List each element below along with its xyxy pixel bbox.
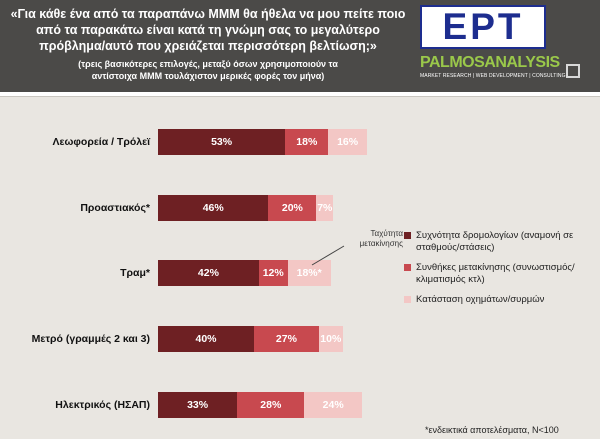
- legend-swatch: [404, 296, 411, 303]
- bar-segment: 27%: [254, 326, 319, 352]
- palmos-logo-tagline: MARKET RESEARCH | WEB DEVELOPMENT | CONS…: [420, 73, 566, 79]
- category-label: Προαστιακός*: [80, 202, 150, 214]
- bar-segment: 7%: [316, 195, 334, 221]
- ert-logo-text: ΕΡΤ: [442, 6, 524, 47]
- survey-question: «Για κάθε ένα από τα παραπάνω ΜΜΜ θα ήθε…: [10, 7, 406, 53]
- category-label: Λεωφορεία / Τρόλεϊ: [52, 136, 150, 148]
- category-label: Μετρό (γραμμές 2 και 3): [31, 333, 150, 345]
- bar-segment: 42%: [158, 260, 259, 286]
- bar-segment: 20%: [268, 195, 317, 221]
- legend-label: Συχνότητα δρομολογίων (αναμονή σε σταθμο…: [416, 230, 574, 253]
- bar-segment: 12%: [258, 260, 288, 286]
- bar-segment: 16%: [328, 129, 367, 155]
- bar-segment: 10%: [318, 326, 343, 352]
- legend-item: Συχνότητα δρομολογίων (αναμονή σε σταθμο…: [404, 230, 600, 254]
- footnote: *ενδεικτικά αποτελέσματα, N<100: [425, 425, 559, 435]
- bar-segment: 24%: [304, 392, 362, 418]
- survey-subtitle: (τρεις βασικότερες επιλογές, μεταξύ όσων…: [78, 59, 338, 81]
- legend-item: Κατάσταση οχημάτων/συρμών: [404, 294, 600, 306]
- legend-label: Κατάσταση οχημάτων/συρμών: [416, 294, 545, 305]
- palmos-logo-square-icon: [566, 64, 580, 78]
- bar-segment: 28%: [237, 392, 305, 418]
- legend-item: Συνθήκες μετακίνησης (συνωστισμός/κλιματ…: [404, 262, 600, 286]
- annotation-label: Ταχύτητα μετακίνησης: [359, 229, 403, 248]
- category-label: Ηλεκτρικός (ΗΣΑΠ): [55, 399, 150, 411]
- bar-segment: 18%*: [287, 260, 331, 286]
- bar-segment: 53%: [158, 129, 286, 155]
- palmos-logo-name: PALMOSANALYSIS: [420, 54, 560, 71]
- legend-label: Συνθήκες μετακίνησης (συνωστισμός/κλιματ…: [416, 262, 575, 285]
- palmos-analysis-logo: PALMOSANALYSIS MARKET RESEARCH | WEB DEV…: [420, 54, 572, 84]
- bar-segment: 46%: [158, 195, 269, 221]
- bar-segment: 33%: [158, 392, 238, 418]
- ert-logo: ΕΡΤ: [420, 5, 546, 49]
- legend-swatch: [404, 232, 411, 239]
- category-label: Τραμ*: [120, 267, 150, 279]
- bar-segment: 40%: [158, 326, 254, 352]
- legend-swatch: [404, 264, 411, 271]
- bar-segment: 18%: [285, 129, 329, 155]
